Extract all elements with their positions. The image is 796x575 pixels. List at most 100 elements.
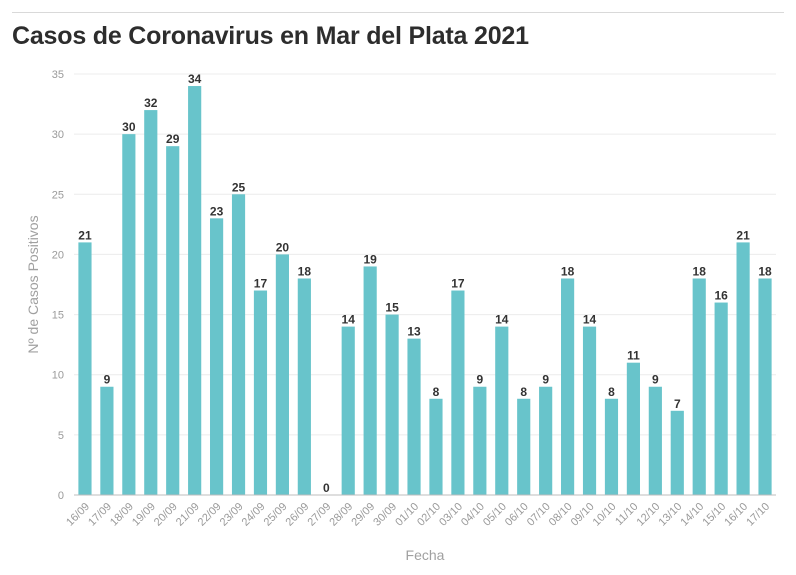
bar-value-label: 17	[254, 277, 268, 291]
bar	[736, 242, 750, 495]
x-tick-label: 21/09	[174, 501, 202, 529]
x-tick-label: 07/10	[525, 501, 553, 529]
bar-value-label: 18	[693, 264, 707, 278]
x-tick-label: 17/10	[744, 501, 772, 529]
bar	[144, 110, 158, 495]
bar	[626, 362, 640, 495]
x-tick-label: 05/10	[481, 501, 509, 529]
x-tick-label: 18/09	[108, 501, 136, 529]
y-tick-label: 10	[52, 370, 64, 382]
y-tick-label: 15	[52, 310, 64, 322]
bar	[275, 254, 289, 495]
bar-value-label: 19	[363, 252, 377, 266]
bar-value-label: 9	[652, 373, 659, 387]
x-tick-label: 17/09	[86, 501, 114, 529]
bar-value-label: 9	[477, 373, 484, 387]
bar-value-label: 8	[608, 385, 615, 399]
bar-value-label: 0	[323, 481, 330, 495]
x-axis-ticks: 16/0917/0918/0919/0920/0921/0922/0923/09…	[64, 501, 772, 529]
bar	[582, 326, 597, 495]
x-tick-label: 28/09	[327, 501, 355, 529]
y-axis-ticks: 0 5 10 15 20 25 30 35	[52, 69, 64, 502]
bar-value-label: 21	[736, 228, 750, 242]
bar-value-label: 18	[758, 264, 772, 278]
bar	[122, 134, 136, 495]
bar	[648, 386, 662, 495]
x-tick-label: 13/10	[656, 501, 684, 529]
x-tick-label: 14/10	[678, 501, 706, 529]
y-tick-label: 0	[58, 490, 64, 502]
x-tick-label: 16/09	[64, 501, 92, 529]
x-tick-label: 26/09	[284, 501, 312, 529]
bar-value-label: 8	[520, 385, 527, 399]
x-tick-label: 01/10	[393, 501, 421, 529]
bar	[188, 86, 202, 496]
y-tick-label: 5	[58, 430, 64, 442]
bar	[100, 386, 114, 495]
bar-value-label: 14	[342, 313, 356, 327]
bar	[517, 398, 531, 495]
bar-value-label: 18	[298, 264, 312, 278]
x-tick-label: 12/10	[635, 501, 663, 529]
bar-value-label: 14	[583, 313, 597, 327]
bar-value-label: 25	[232, 180, 246, 194]
bar	[363, 266, 377, 495]
x-tick-label: 15/10	[700, 501, 728, 529]
bar-value-labels: 21 9 30 32 29 34 23 25 17 20 18 0 14 19 15 13 8 17 9 14 8 9 18…	[78, 72, 772, 495]
bar	[670, 410, 684, 495]
x-tick-label: 06/10	[503, 501, 531, 529]
bar-value-label: 23	[210, 204, 224, 218]
y-tick-label: 20	[52, 249, 64, 261]
y-axis-title: Nº de Casos Positivos	[25, 215, 41, 353]
bar-value-label: 18	[561, 264, 575, 278]
x-tick-label: 08/10	[547, 501, 575, 529]
x-tick-label: 29/09	[349, 501, 377, 529]
bar-value-label: 20	[276, 240, 290, 254]
bar-value-label: 30	[122, 120, 136, 134]
x-tick-label: 20/09	[152, 501, 180, 529]
bar	[297, 278, 311, 495]
bar	[714, 302, 728, 495]
bar-value-label: 17	[451, 277, 465, 291]
bar	[253, 290, 268, 495]
bar	[561, 278, 575, 495]
bar	[166, 146, 180, 495]
x-tick-label: 27/09	[305, 501, 333, 529]
top-divider	[12, 12, 784, 13]
x-tick-label: 04/10	[459, 501, 487, 529]
x-axis-title: Fecha	[406, 547, 445, 563]
bar	[385, 314, 399, 495]
bar-value-label: 13	[407, 325, 421, 339]
bar-value-label: 8	[433, 385, 440, 399]
bar	[407, 338, 421, 495]
bar-value-label: 11	[627, 349, 640, 363]
y-tick-label: 25	[52, 189, 64, 201]
bar	[341, 326, 355, 495]
x-tick-label: 02/10	[415, 501, 443, 529]
x-tick-label: 25/09	[262, 501, 290, 529]
y-tick-label: 30	[52, 129, 64, 141]
bar	[539, 386, 553, 495]
bar-value-label: 32	[144, 96, 158, 110]
bar	[210, 218, 224, 496]
bar-value-label: 34	[188, 72, 202, 86]
bar-value-label: 16	[714, 289, 728, 303]
chart-title: Casos de Coronavirus en Mar del Plata 20…	[12, 22, 529, 50]
bar	[758, 278, 772, 495]
x-tick-label: 11/10	[613, 501, 640, 528]
x-tick-label: 03/10	[437, 501, 465, 529]
bar	[429, 398, 443, 495]
x-tick-label: 24/09	[240, 501, 268, 529]
bar-value-label: 9	[542, 373, 549, 387]
bar	[495, 326, 509, 495]
bar-value-label: 29	[166, 132, 180, 146]
y-tick-label: 35	[52, 69, 64, 81]
x-tick-label: 23/09	[218, 501, 246, 529]
x-tick-label: 09/10	[569, 501, 597, 529]
bar	[473, 386, 487, 495]
x-tick-label: 30/09	[371, 501, 399, 529]
bar	[231, 194, 246, 496]
x-tick-label: 10/10	[591, 501, 619, 529]
x-tick-label: 22/09	[196, 501, 224, 529]
